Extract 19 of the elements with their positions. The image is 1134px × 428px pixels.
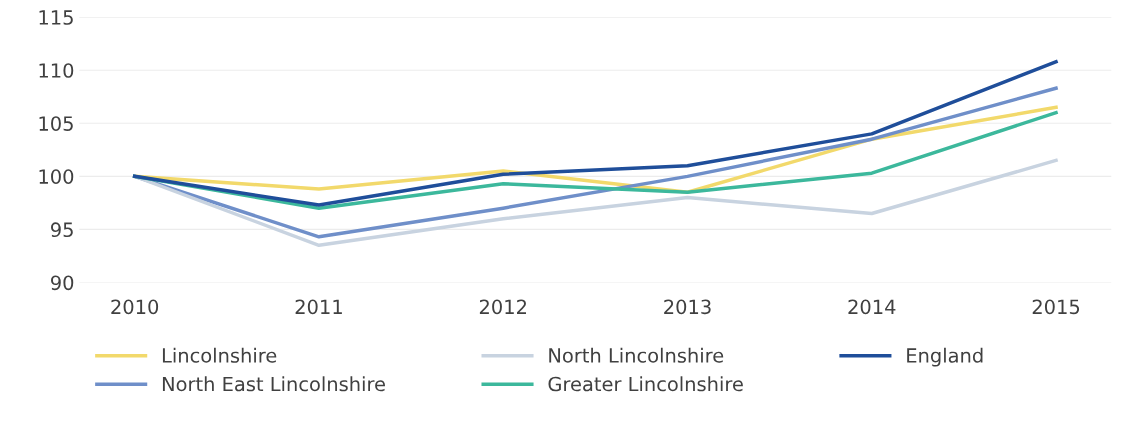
y-tick-label: 105 [39,116,73,131]
legend-label: North East Lincolnshire [162,376,385,392]
y-tick-label: 95 [51,222,73,238]
x-tick-label: 2010 [111,299,159,315]
x-tick-label: 2013 [664,299,711,315]
x-tick-label: 2015 [1032,299,1080,315]
legend-label: Greater Lincolnshire [548,376,743,392]
x-tick-label: 2014 [848,299,896,315]
legend-label: Lincolnshire [162,347,277,363]
y-tick-label: 100 [39,169,74,184]
x-tick-label: 2011 [295,299,342,315]
y-tick-label: 110 [39,63,74,78]
legend-label: England [907,347,983,367]
y-tick-label: 115 [39,10,73,25]
line-series [132,59,1058,207]
x-tick-label: 2012 [479,299,527,315]
y-tick-label: 90 [51,275,74,291]
legend-label: North Lincolnshire [549,347,724,363]
line-series [132,158,1058,248]
